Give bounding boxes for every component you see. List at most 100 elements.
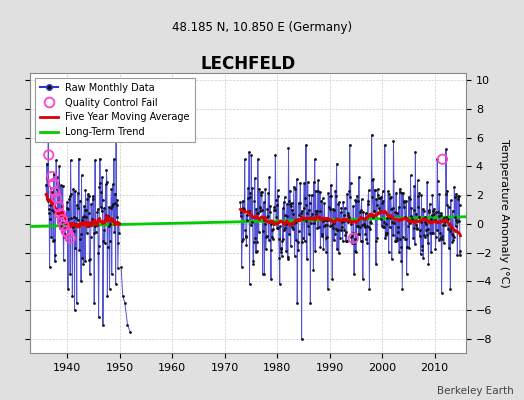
Point bbox=[324, 217, 333, 224]
Point bbox=[345, 188, 354, 194]
Point bbox=[325, 204, 333, 210]
Point bbox=[376, 194, 385, 201]
Point bbox=[96, 204, 105, 210]
Point bbox=[386, 194, 395, 201]
Point bbox=[290, 220, 298, 226]
Point bbox=[439, 222, 447, 228]
Point bbox=[52, 186, 61, 193]
Point bbox=[77, 230, 85, 237]
Point bbox=[90, 300, 99, 306]
Point bbox=[58, 220, 67, 226]
Point bbox=[126, 328, 134, 335]
Point bbox=[72, 220, 80, 227]
Y-axis label: Temperature Anomaly (°C): Temperature Anomaly (°C) bbox=[499, 139, 509, 288]
Point bbox=[326, 193, 334, 200]
Point bbox=[433, 156, 441, 162]
Point bbox=[336, 234, 344, 241]
Point bbox=[299, 235, 307, 241]
Point bbox=[324, 190, 333, 196]
Point bbox=[83, 191, 92, 197]
Point bbox=[455, 202, 464, 208]
Point bbox=[361, 224, 369, 230]
Point bbox=[287, 200, 296, 206]
Point bbox=[59, 257, 68, 263]
Point bbox=[48, 207, 57, 213]
Point bbox=[317, 198, 325, 205]
Point bbox=[72, 300, 81, 306]
Point bbox=[123, 321, 132, 328]
Point bbox=[359, 221, 368, 228]
Point bbox=[303, 210, 311, 216]
Point bbox=[290, 252, 299, 259]
Point bbox=[249, 261, 258, 267]
Point bbox=[397, 244, 405, 250]
Point bbox=[303, 256, 311, 262]
Point bbox=[82, 214, 91, 220]
Point bbox=[339, 198, 347, 205]
Point bbox=[416, 233, 424, 239]
Text: Berkeley Earth: Berkeley Earth bbox=[437, 386, 514, 396]
Point bbox=[237, 209, 245, 216]
Point bbox=[425, 209, 433, 216]
Point bbox=[342, 238, 350, 244]
Point bbox=[360, 221, 368, 228]
Point bbox=[387, 206, 396, 212]
Point bbox=[334, 201, 343, 208]
Point bbox=[243, 212, 251, 218]
Point bbox=[376, 208, 384, 214]
Point bbox=[434, 209, 442, 216]
Point bbox=[436, 210, 445, 216]
Point bbox=[110, 156, 118, 162]
Point bbox=[107, 186, 115, 192]
Point bbox=[358, 237, 367, 244]
Point bbox=[256, 208, 265, 214]
Point bbox=[353, 192, 362, 199]
Point bbox=[328, 275, 336, 282]
Point bbox=[396, 236, 405, 242]
Point bbox=[239, 198, 247, 204]
Point bbox=[252, 206, 260, 212]
Point bbox=[367, 212, 375, 219]
Point bbox=[423, 179, 431, 186]
Point bbox=[288, 224, 296, 230]
Point bbox=[432, 209, 441, 216]
Point bbox=[447, 225, 455, 232]
Point bbox=[91, 157, 99, 163]
Point bbox=[394, 229, 402, 236]
Point bbox=[419, 255, 428, 261]
Point bbox=[389, 232, 397, 238]
Point bbox=[100, 205, 108, 211]
Point bbox=[117, 264, 125, 270]
Point bbox=[410, 183, 418, 190]
Point bbox=[451, 194, 460, 200]
Point bbox=[272, 214, 280, 220]
Point bbox=[110, 218, 118, 224]
Point bbox=[341, 204, 349, 211]
Point bbox=[305, 200, 314, 206]
Point bbox=[107, 204, 115, 211]
Point bbox=[364, 187, 373, 194]
Point bbox=[280, 194, 289, 200]
Point bbox=[331, 188, 340, 194]
Point bbox=[70, 214, 78, 220]
Point bbox=[78, 217, 86, 224]
Point bbox=[401, 236, 409, 242]
Point bbox=[319, 218, 327, 225]
Point bbox=[379, 223, 387, 230]
Point bbox=[250, 175, 259, 181]
Point bbox=[242, 232, 250, 239]
Point bbox=[97, 208, 106, 215]
Point bbox=[396, 186, 404, 192]
Point bbox=[249, 258, 257, 264]
Point bbox=[271, 196, 280, 203]
Point bbox=[378, 200, 386, 207]
Point bbox=[86, 233, 95, 240]
Point bbox=[292, 237, 300, 244]
Point bbox=[306, 300, 314, 306]
Point bbox=[253, 239, 261, 246]
Point bbox=[54, 204, 63, 210]
Point bbox=[301, 201, 310, 208]
Point bbox=[80, 213, 88, 220]
Point bbox=[321, 222, 330, 228]
Point bbox=[456, 252, 464, 258]
